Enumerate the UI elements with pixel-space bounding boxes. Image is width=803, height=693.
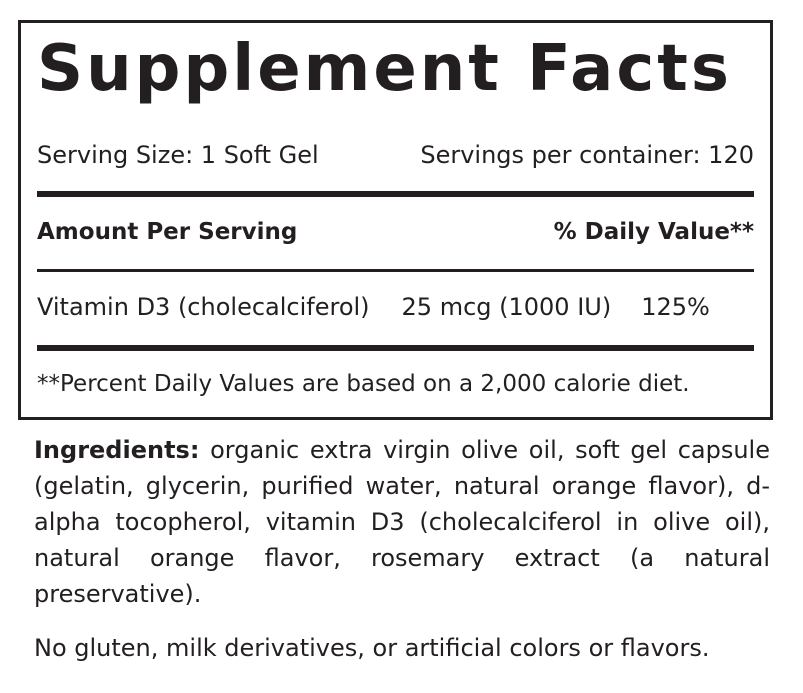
nutrient-row: Vitamin D3 (cholecalciferol) 25 mcg (100… — [37, 293, 754, 321]
column-headers: Amount Per Serving % Daily Value** — [37, 219, 754, 245]
ingredients: Ingredients: organic extra virgin olive … — [34, 432, 770, 612]
nutrient-name: Vitamin D3 (cholecalciferol) — [37, 293, 370, 321]
divider — [37, 269, 754, 272]
servings-per-container: Servings per container: 120 — [420, 141, 754, 169]
nutrient-amount: 25 mcg (1000 IU) — [401, 293, 612, 321]
dv-header: % Daily Value** — [553, 219, 754, 245]
serving-size: Serving Size: 1 Soft Gel — [37, 141, 319, 169]
nutrient-dv: 125% — [641, 293, 710, 321]
ingredients-text: organic extra virgin olive oil, soft gel… — [34, 436, 770, 608]
amount-header: Amount Per Serving — [37, 219, 298, 245]
allergen-statement: No gluten, milk derivatives, or artifici… — [34, 634, 710, 662]
thick-divider — [37, 345, 754, 351]
footnote: **Percent Daily Values are based on a 2,… — [37, 371, 690, 397]
ingredients-label: Ingredients: — [34, 436, 200, 464]
supplement-facts-panel: Supplement Facts Serving Size: 1 Soft Ge… — [18, 20, 773, 420]
thick-divider — [37, 191, 754, 197]
serving-info: Serving Size: 1 Soft Gel Servings per co… — [37, 141, 754, 169]
panel-title: Supplement Facts — [37, 32, 732, 106]
